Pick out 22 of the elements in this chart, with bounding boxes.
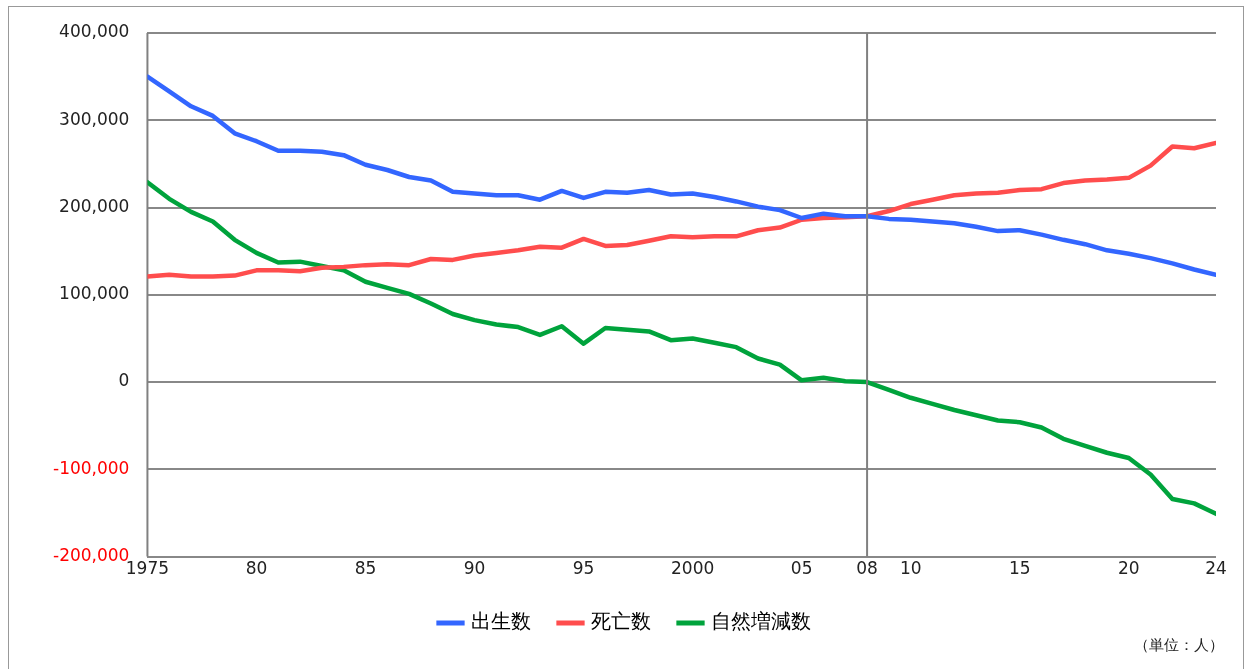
- x-tick-label: 15: [1008, 558, 1031, 579]
- x-tick-label: 85: [354, 558, 377, 579]
- x-tick-label: 90: [463, 558, 486, 579]
- y-tick-label: 200,000: [59, 195, 130, 216]
- x-tick-label: 20: [1117, 558, 1140, 579]
- x-tick-label: 08: [856, 558, 878, 579]
- y-tick-label: -200,000: [53, 545, 130, 566]
- x-tick-label: 24: [1205, 558, 1227, 579]
- x-tick-label: 05: [790, 558, 813, 579]
- x-tick-label: 10: [899, 558, 922, 579]
- text: （単位：人）: [1134, 636, 1224, 655]
- y-tick-label: 400,000: [59, 21, 130, 42]
- legend-label: 自然増減数: [710, 609, 811, 634]
- y-tick-label: 0: [118, 370, 130, 391]
- x-tick-label: 2000: [670, 558, 715, 579]
- x-tick-label: 95: [572, 558, 595, 579]
- y-tick-label: 100,000: [59, 283, 130, 304]
- legend-label: 死亡数: [590, 609, 651, 634]
- legend-label: 出生数: [470, 609, 531, 634]
- y-tick-label: 300,000: [59, 108, 130, 129]
- x-tick-label: 80: [245, 558, 268, 579]
- y-tick-label: -100,000: [53, 457, 130, 478]
